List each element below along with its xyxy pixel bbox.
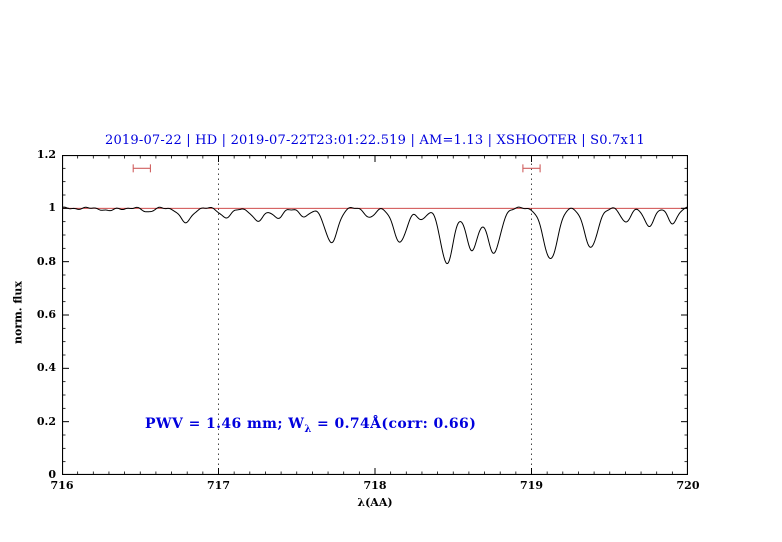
y-tick-label: 0.2: [36, 414, 56, 428]
x-axis-label: λ(AA): [357, 496, 393, 509]
x-tick-label: 717: [207, 479, 230, 492]
y-tick-label: 0.4: [36, 361, 56, 375]
pwv-annotation-sub: λ: [304, 423, 312, 435]
x-tick-label: 719: [520, 479, 543, 492]
pwv-annotation: PWV = 1.46 mm; Wλ = 0.74Å(corr: 0.66): [145, 416, 476, 435]
plot-area: [62, 155, 688, 475]
pwv-annotation-pre: PWV = 1.46 mm; W: [145, 416, 305, 432]
plot-title: 2019-07-22 | HD | 2019-07-22T23:01:22.51…: [104, 133, 646, 148]
y-tick-label: 1: [48, 201, 56, 215]
pwv-annotation-post: = 0.74Å(corr: 0.66): [311, 416, 477, 432]
x-tick-label: 716: [50, 479, 74, 492]
plot-frame: [62, 155, 688, 475]
x-tick-label: 720: [676, 479, 700, 492]
y-tick-label: 1.2: [36, 148, 56, 161]
x-tick-label: 718: [363, 479, 387, 492]
y-tick-label: 0: [48, 468, 56, 481]
y-tick-label: 0.8: [36, 254, 56, 268]
spectrum-line: [62, 206, 688, 265]
y-tick-label: 0.6: [36, 308, 56, 321]
